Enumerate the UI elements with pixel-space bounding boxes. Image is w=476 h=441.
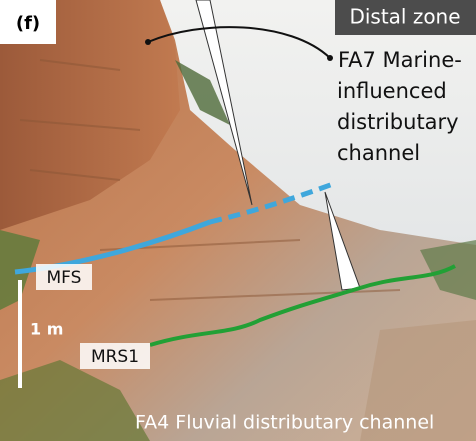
scale-label: 1 m [30, 320, 63, 339]
surface-label: MRS1 [91, 347, 139, 367]
facies-line: influenced [337, 79, 447, 103]
lower-facies-label: FA4 Fluvial distributary channel [135, 412, 434, 434]
panel-label: (f) [16, 13, 40, 34]
photo-figure: (f) Distal zone FA7 Marine-influenced dis… [0, 0, 476, 441]
surface-label: MFS [47, 268, 82, 288]
facies-line: FA7 Marine- [338, 48, 462, 72]
facies-line: channel [337, 141, 420, 165]
facies-line: distributary [337, 110, 459, 134]
zone-label: Distal zone [349, 5, 460, 29]
